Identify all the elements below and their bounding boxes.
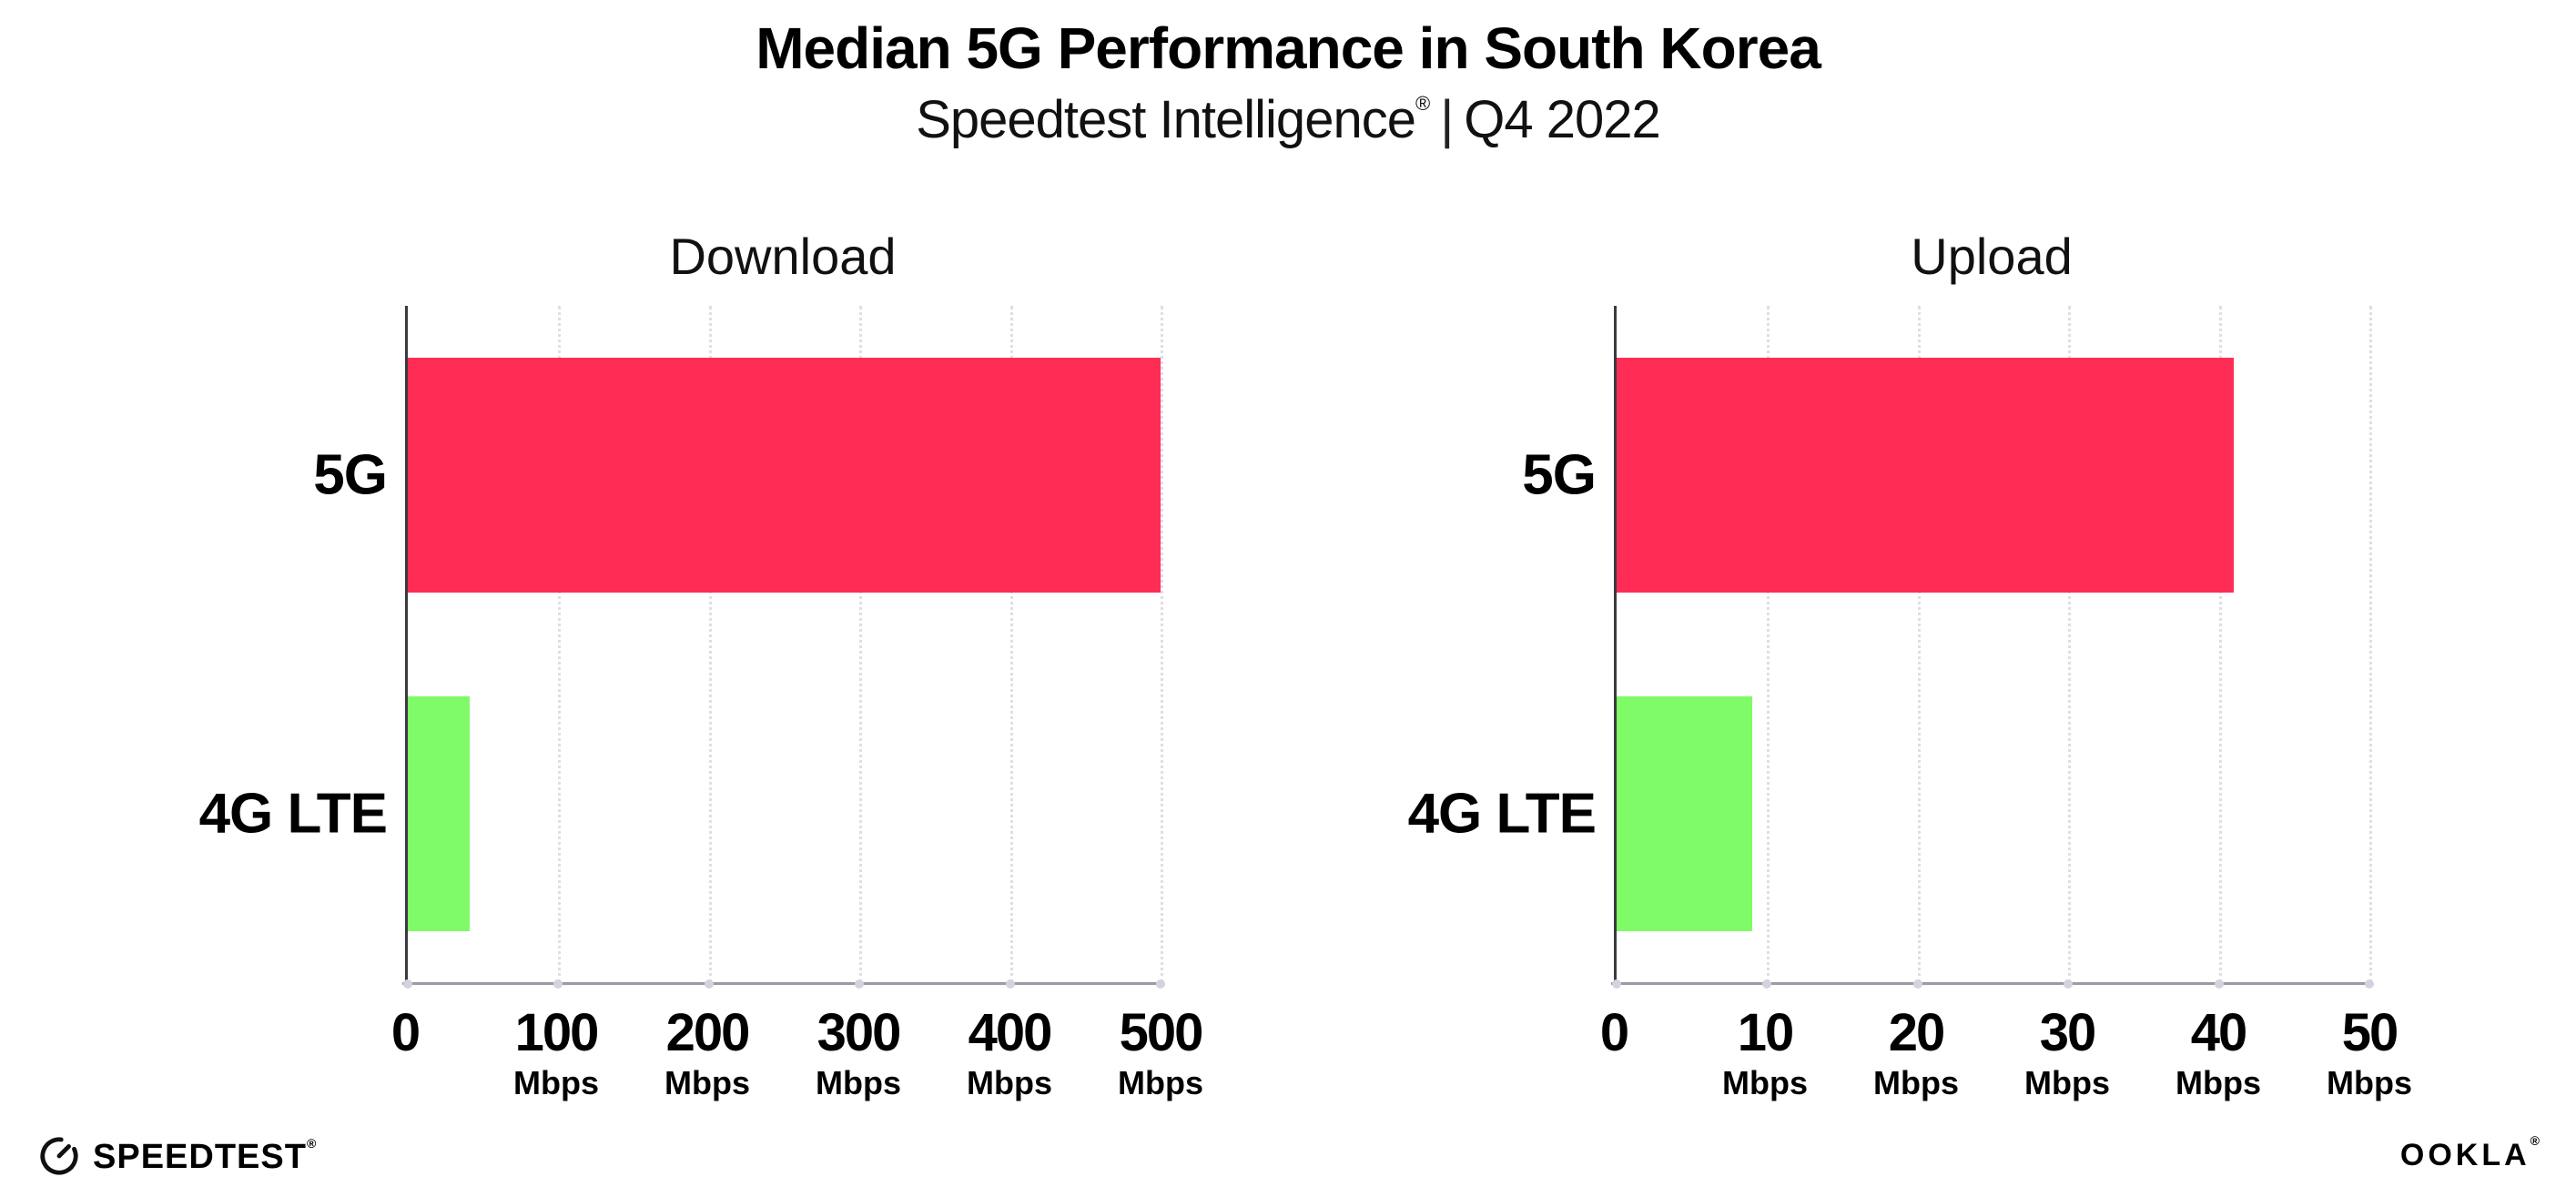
x-tick-label: 0 [1599, 1003, 1629, 1062]
category-label-4g-lte: 4G LTE [1407, 782, 1597, 846]
axis-tick-dot [704, 979, 714, 989]
x-tick-value: 50 [2341, 1003, 2399, 1062]
gridline [1917, 306, 1921, 983]
x-tick-label: 10 Mbps [1722, 1007, 1808, 1100]
category-label-5g: 5G [313, 443, 388, 507]
page-title: Median 5G Performance in South Korea [756, 15, 1821, 81]
x-tick-label: 0 [390, 1003, 421, 1062]
x-tick-label: 400 Mbps [967, 1007, 1052, 1100]
x-axis-line [402, 982, 1161, 985]
bar-5g [1617, 358, 2235, 593]
axis-tick-dot [1762, 979, 1772, 989]
subtitle-brand: Speedtest Intelligence [916, 90, 1416, 149]
bar-5g [408, 358, 1161, 593]
x-tick-label: 20 Mbps [1873, 1007, 1959, 1100]
gridline [859, 306, 863, 983]
gridline [1161, 306, 1163, 983]
x-tick-label: 50 Mbps [2327, 1007, 2412, 1100]
axis-tick-dot [1912, 979, 1922, 989]
x-tick-unit: Mbps [967, 1064, 1052, 1101]
ookla-logo: OOKLA® [2400, 1133, 2543, 1173]
download-x-ticks: 0 100 Mbps 200 Mbps 300 Mbps 400 Mbps 500 Mbps [391, 1007, 1204, 1143]
gridline [558, 306, 562, 983]
subtitle-period: Q4 2022 [1464, 90, 1661, 149]
chart-title-download: Download [669, 228, 897, 285]
gridline [2218, 306, 2222, 983]
x-tick-value: 100 [514, 1003, 600, 1062]
axis-tick-dot [403, 979, 412, 989]
x-tick-value: 30 [2039, 1003, 2097, 1062]
gridline [2369, 306, 2372, 983]
x-tick-label: 500 Mbps [1118, 1007, 1203, 1100]
speedtest-logo: SPEEDTEST® [38, 1135, 317, 1177]
speedtest-gauge-icon [38, 1135, 80, 1177]
x-tick-value: 20 [1888, 1003, 1946, 1062]
download-chart: Download 5G 4G LTE 0 100 Mbps 200 Mbps 300 Mbps… [91, 226, 1204, 1143]
x-tick-unit: Mbps [664, 1064, 750, 1101]
x-tick-value: 400 [968, 1003, 1053, 1062]
axis-tick-dot [2365, 979, 2374, 989]
upload-plot-body: 5G 4G LTE [1300, 306, 2383, 989]
chart-title-upload: Upload [1911, 228, 2073, 285]
x-tick-unit: Mbps [2327, 1064, 2412, 1101]
ookla-wordmark: OOKLA [2399, 1138, 2530, 1172]
axis-tick-dot [2214, 979, 2224, 989]
speedtest-wordmark: SPEEDTEST® [93, 1135, 318, 1176]
x-tick-unit: Mbps [1118, 1064, 1203, 1101]
upload-plot-area [1611, 306, 2374, 989]
category-label-4g-lte: 4G LTE [198, 782, 388, 846]
x-tick-value: 500 [1119, 1003, 1204, 1062]
ookla-registered-mark: ® [2530, 1133, 2543, 1148]
gridline [2068, 306, 2072, 983]
axis-tick-dot [553, 979, 563, 989]
x-tick-value: 0 [390, 1003, 421, 1062]
x-tick-unit: Mbps [2175, 1064, 2261, 1101]
upload-chart: Upload 5G 4G LTE 0 10 Mbps 20 Mbps 30 Mbps 40 Mbp… [1300, 226, 2412, 1143]
x-tick-value: 10 [1737, 1003, 1795, 1062]
x-tick-unit: Mbps [1873, 1064, 1959, 1101]
x-tick-value: 300 [816, 1003, 902, 1062]
axis-tick-dot [2064, 979, 2074, 989]
bar-4g-lte [1617, 696, 1752, 931]
gridline [708, 306, 712, 983]
upload-x-ticks: 0 10 Mbps 20 Mbps 30 Mbps 40 Mbps 50 Mbps [1600, 1007, 2412, 1143]
axis-tick-dot [855, 979, 865, 989]
header: Median 5G Performance in South Korea Spe… [0, 0, 2576, 150]
x-tick-label: 300 Mbps [816, 1007, 901, 1100]
speedtest-registered-mark: ® [306, 1135, 318, 1151]
x-tick-value: 40 [2190, 1003, 2248, 1062]
x-tick-label: 200 Mbps [664, 1007, 750, 1100]
x-tick-label: 40 Mbps [2175, 1007, 2261, 1100]
x-tick-unit: Mbps [513, 1064, 599, 1101]
subtitle-divider: | [1440, 90, 1454, 149]
x-tick-unit: Mbps [2024, 1064, 2110, 1101]
bar-4g-lte [408, 696, 470, 931]
axis-tick-dot [1156, 979, 1165, 989]
download-plot-body: 5G 4G LTE [91, 306, 1174, 989]
gridline [1009, 306, 1013, 983]
category-labels: 5G 4G LTE [1300, 306, 1597, 983]
registered-mark: ® [1415, 92, 1430, 115]
x-axis-line [1611, 982, 2369, 985]
x-tick-value: 0 [1599, 1003, 1629, 1062]
x-tick-unit: Mbps [1722, 1064, 1808, 1101]
category-labels: 5G 4G LTE [91, 306, 388, 983]
x-tick-value: 200 [665, 1003, 751, 1062]
x-tick-unit: Mbps [816, 1064, 901, 1101]
download-plot-area [402, 306, 1165, 989]
gridline [1767, 306, 1770, 983]
x-tick-label: 100 Mbps [513, 1007, 599, 1100]
category-label-5g: 5G [1522, 443, 1597, 507]
page-subtitle: Speedtest Intelligence® | Q4 2022 [0, 89, 2576, 150]
axis-tick-dot [1612, 979, 1621, 989]
axis-tick-dot [1005, 979, 1015, 989]
x-tick-label: 30 Mbps [2024, 1007, 2110, 1100]
